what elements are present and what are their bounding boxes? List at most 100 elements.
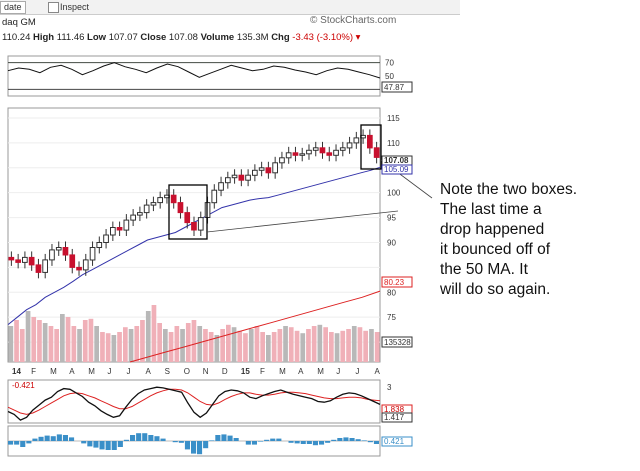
candle-body: [42, 259, 48, 273]
histogram-bar: [184, 441, 190, 450]
x-axis-label: A: [374, 367, 380, 376]
histogram-bar: [300, 441, 306, 444]
volume-bar: [369, 329, 374, 362]
annotation-line: The last time a: [440, 201, 542, 218]
x-axis-label: M: [279, 367, 286, 376]
volume-bar: [157, 323, 162, 362]
histogram-bar: [325, 441, 331, 443]
volume-bar: [77, 329, 82, 362]
histogram-bar: [93, 441, 99, 448]
candle-body: [191, 222, 197, 231]
volume-bar: [19, 329, 25, 362]
volume-bar: [254, 326, 260, 362]
macd-tick-label: 3: [387, 383, 392, 392]
histogram-bar: [215, 435, 221, 441]
candle-body: [62, 247, 69, 256]
histogram-bar: [233, 438, 239, 441]
box-jul-2015: [360, 124, 382, 170]
price-tick-label: 95: [387, 214, 396, 223]
candle-body: [130, 214, 137, 221]
candle-body: [110, 227, 116, 236]
last-close-value: 107.08: [384, 156, 409, 165]
x-axis-label: O: [184, 367, 190, 376]
candle-body: [285, 152, 292, 159]
candle-body: [292, 152, 299, 156]
candle-body: [339, 147, 346, 151]
x-axis-label: M: [88, 367, 95, 376]
volume-bar: [140, 320, 145, 362]
close-value: 107.08: [168, 32, 198, 43]
rsi-line: [7, 62, 381, 79]
histogram-bar: [288, 441, 294, 443]
rsi-panel-border: [7, 55, 381, 97]
x-axis-label: J: [126, 367, 130, 376]
volume-bar: [351, 326, 357, 362]
histogram-bar: [154, 436, 160, 441]
macd-title-value: -0.421: [12, 381, 35, 390]
histogram-bar: [355, 439, 361, 441]
x-axis-label: N: [203, 367, 209, 376]
chg-arrow-icon: ▾: [355, 32, 361, 43]
volume-bar: [248, 329, 254, 362]
candle-body: [326, 152, 333, 156]
volume-bar: [346, 329, 351, 362]
histogram-bar: [227, 435, 233, 441]
candle-body: [96, 242, 103, 248]
histogram-bar: [136, 433, 142, 441]
signal-current-box: [381, 412, 413, 423]
histogram-bar: [81, 441, 87, 444]
x-axis-label: A: [146, 367, 152, 376]
x-axis-label: M: [317, 367, 324, 376]
volume-bar: [220, 329, 225, 362]
candle-body: [258, 167, 265, 171]
volume-bar: [277, 329, 283, 362]
candle-body: [231, 174, 238, 179]
candle-body: [15, 259, 21, 263]
signal-current-value: 1.417: [384, 413, 405, 422]
histogram-bar: [117, 441, 123, 447]
candle-body: [116, 227, 123, 231]
volume-bar: [323, 327, 328, 362]
volume-bar: [226, 324, 231, 362]
candle-body: [76, 266, 82, 271]
histogram-bar: [62, 435, 68, 441]
price-tick-label: 80: [387, 288, 396, 297]
volume-bar: [185, 323, 191, 362]
annotation-note: Note the two boxes. The last time a drop…: [440, 180, 640, 300]
histogram-bar: [197, 441, 203, 455]
candle-body: [245, 174, 251, 181]
update-button[interactable]: date: [0, 1, 26, 14]
histogram-bar: [26, 441, 32, 444]
histogram-bar: [32, 438, 38, 441]
volume-bar: [317, 324, 323, 362]
volume-bar: [306, 329, 311, 362]
volume-label: Volume: [200, 32, 235, 43]
volume-bar: [42, 323, 48, 362]
macd-current-value: 1.838: [384, 405, 405, 414]
hist-current-box: [381, 436, 413, 447]
x-axis-label: A: [298, 367, 304, 376]
chg-label: Chg: [271, 32, 290, 43]
histogram-bar: [337, 438, 343, 441]
macd-signal-line: [7, 388, 381, 415]
candle-body: [197, 217, 204, 231]
histogram-bar: [191, 441, 197, 454]
ma200-value-box: [381, 276, 413, 288]
volume-bar: [197, 326, 203, 362]
candle-body: [306, 149, 312, 155]
histogram-bar: [221, 434, 227, 441]
x-axis-label: 15: [241, 367, 250, 376]
inspect-checkbox[interactable]: [48, 2, 59, 13]
histogram-bar: [209, 440, 215, 441]
candle-body: [353, 137, 360, 144]
volume-bar: [243, 333, 248, 362]
histogram-bar: [20, 441, 26, 447]
annotation-line: drop happened: [440, 221, 545, 238]
watermark: © StockCharts.com: [310, 15, 397, 26]
histogram-bar: [203, 441, 209, 449]
histogram-bar: [87, 441, 93, 447]
volume-bar: [271, 332, 277, 362]
candle-body: [35, 264, 42, 273]
volume-bar: [48, 326, 54, 362]
histogram-bar: [319, 441, 325, 445]
